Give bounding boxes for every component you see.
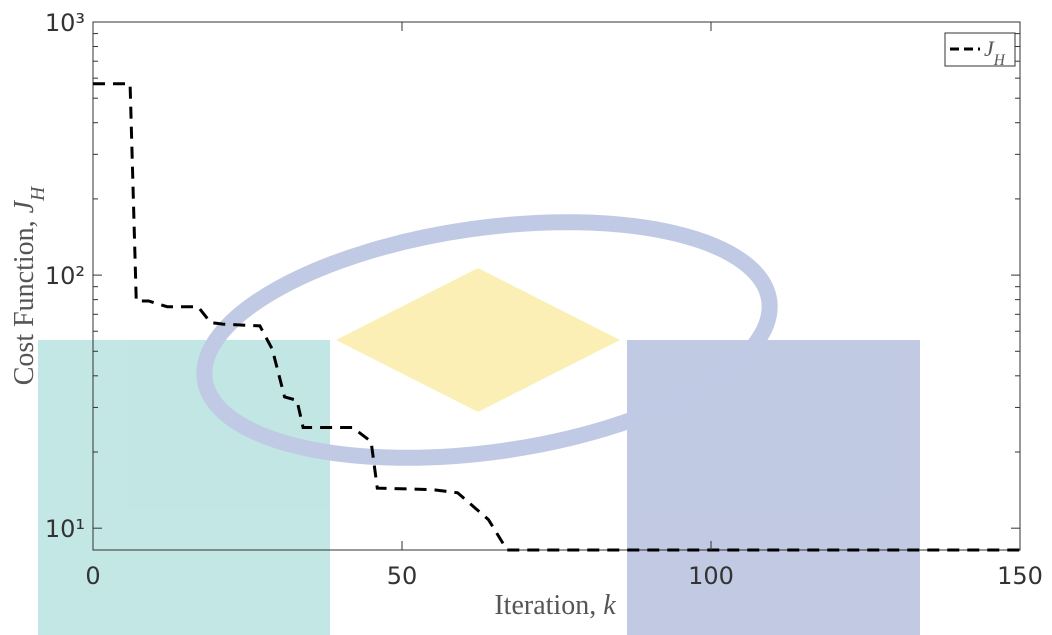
watermark-block xyxy=(627,340,920,635)
page: {"chart_data": {"type": "line", "xlabel"… xyxy=(0,0,1052,635)
x-tick-label: 150 xyxy=(997,562,1043,590)
legend: JH xyxy=(945,33,1015,69)
watermark-block xyxy=(38,340,330,635)
watermark xyxy=(38,189,920,635)
x-tick-label: 100 xyxy=(688,562,734,590)
chart: Iteration, k Cost Function, JH JH 050100… xyxy=(0,0,1052,635)
y-tick-label: 10³ xyxy=(45,9,85,37)
x-tick-label: 0 xyxy=(85,562,100,590)
watermark-diamond xyxy=(336,268,620,412)
y-tick-label: 10² xyxy=(45,262,85,290)
x-tick-label: 50 xyxy=(387,562,418,590)
x-axis-label: Iteration, k xyxy=(494,590,616,621)
y-tick-label: 10¹ xyxy=(45,515,85,543)
